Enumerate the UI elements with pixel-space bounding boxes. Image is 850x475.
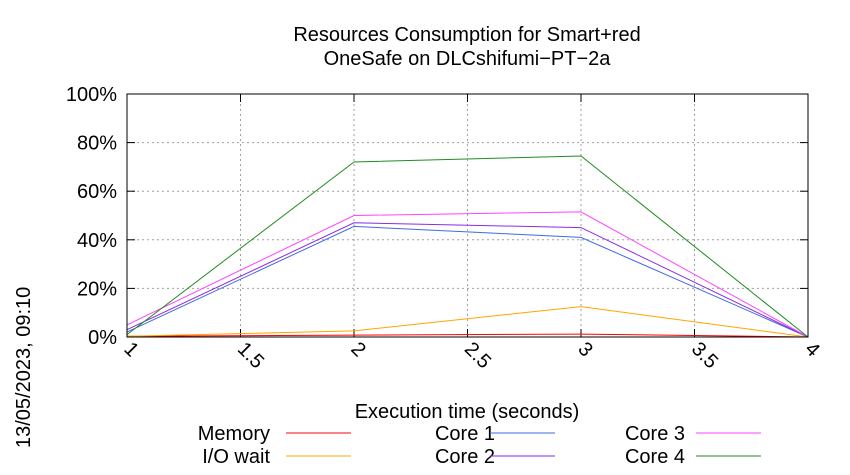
series-lines	[126, 155, 809, 338]
y-tick-label: 40%	[77, 230, 117, 252]
series-line-i-o-wait	[126, 306, 809, 338]
x-tick-label: 3	[573, 338, 596, 361]
chart-title-line-1: Resources Consumption for Smart+red	[293, 24, 640, 46]
x-tick-label: 2.5	[460, 338, 495, 373]
legend-label-core-3: Core 3	[625, 423, 685, 445]
legend-label-core-2: Core 2	[435, 446, 495, 468]
series-line-core-3	[126, 211, 809, 338]
timestamp-label: 13/05/2023, 09:10	[13, 287, 35, 448]
x-tick-label: 3.5	[687, 338, 722, 373]
series-line-core-4	[126, 155, 809, 338]
plot-border	[126, 93, 809, 338]
series-line-core-2	[126, 222, 809, 338]
legend-label-i-o-wait: I/O wait	[202, 446, 270, 468]
series-line-core-1	[126, 225, 809, 338]
y-tick-label: 80%	[77, 133, 117, 155]
series-line-memory	[126, 333, 809, 338]
y-tick-label: 0%	[88, 327, 117, 349]
y-tick-label: 100%	[66, 84, 117, 106]
grid-lines	[127, 94, 808, 337]
y-tick-label: 20%	[77, 278, 117, 300]
x-tick-label: 1.5	[233, 338, 268, 373]
legend-label-memory: Memory	[198, 423, 270, 445]
y-axis-ticks: 0% 20% 40% 60% 80% 100%	[66, 84, 808, 349]
y-tick-label: 60%	[77, 181, 117, 203]
chart-title-line-2: OneSafe on DLCshifumi−PT−2a	[324, 48, 612, 70]
legend-label-core-1: Core 1	[435, 423, 495, 445]
x-tick-label: 4	[800, 338, 823, 361]
legend-label-core-4: Core 4	[625, 446, 685, 468]
x-axis-ticks: 1 1.5 2 2.5 3 3.5 4	[119, 94, 824, 373]
x-tick-label: 1	[119, 338, 142, 361]
x-axis-label: Execution time (seconds)	[355, 401, 580, 423]
x-tick-label: 2	[346, 338, 369, 361]
